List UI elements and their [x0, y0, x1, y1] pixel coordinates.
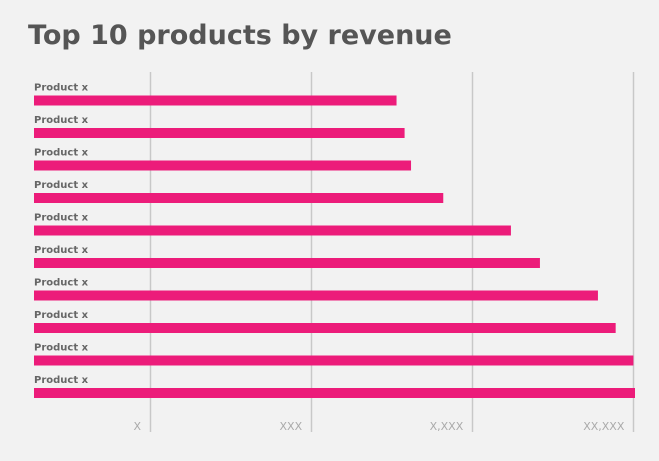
bar	[34, 128, 405, 138]
bar-label: Product x	[34, 148, 89, 159]
bar	[34, 388, 635, 398]
bar-label: Product x	[34, 343, 89, 354]
bar-label: Product x	[34, 375, 89, 386]
bar	[34, 355, 634, 366]
x-tick-label: X	[133, 420, 141, 433]
bar-label: Product x	[34, 83, 89, 94]
x-tick-label: XX,XXX	[583, 420, 625, 433]
x-tick-label: X,XXX	[430, 420, 464, 433]
bar-label: Product x	[34, 278, 89, 289]
bar-label: Product x	[34, 180, 89, 191]
bar	[34, 225, 511, 236]
bar-label: Product x	[34, 115, 89, 126]
bar-label: Product x	[34, 245, 89, 256]
bar	[34, 95, 397, 106]
bar-label: Product x	[34, 310, 89, 321]
bar	[34, 290, 598, 301]
chart-title: Top 10 products by revenue	[28, 20, 452, 51]
bar	[34, 193, 444, 203]
bar-label: Product x	[34, 213, 89, 224]
bar	[34, 258, 540, 268]
bar	[34, 323, 616, 333]
x-tick-label: XXX	[280, 420, 303, 433]
bar	[34, 160, 412, 171]
